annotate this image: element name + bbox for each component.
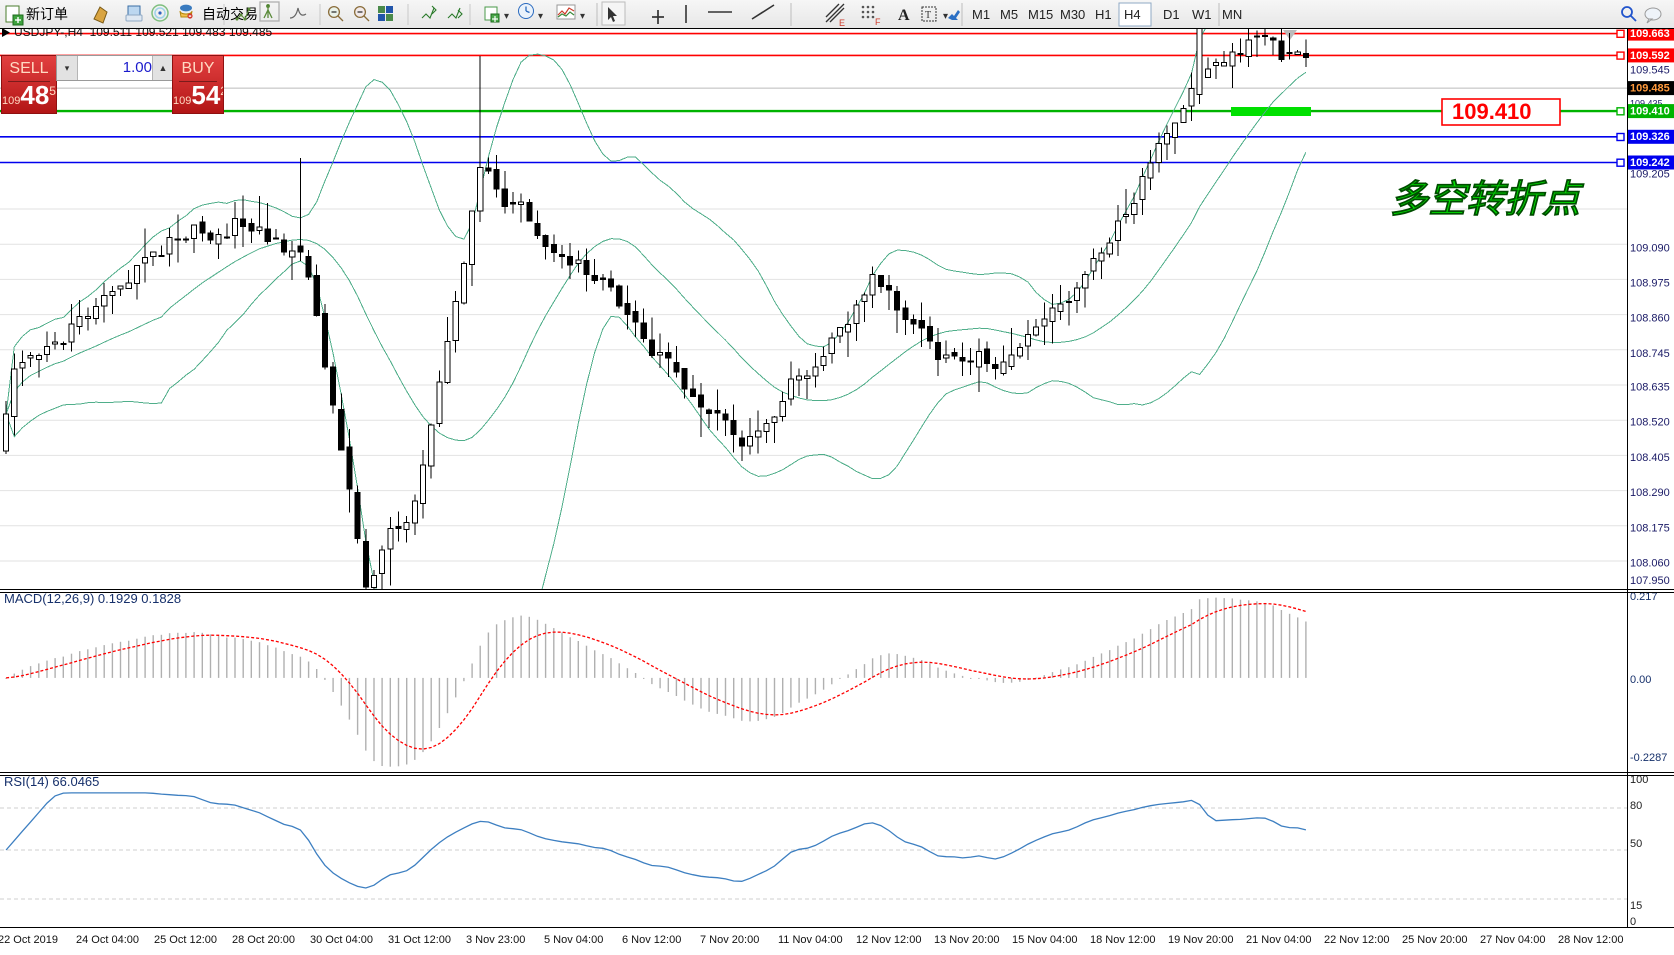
svg-text:109.592: 109.592 [1630,50,1670,62]
svg-text:108.405: 108.405 [1630,452,1670,464]
svg-text:109.242: 109.242 [1630,157,1670,169]
svg-text:109.485: 109.485 [1630,83,1670,95]
svg-text:108.635: 108.635 [1630,382,1670,394]
svg-text:H1: H1 [1095,7,1112,22]
svg-text:H4: H4 [1124,7,1141,22]
svg-text:108.520: 108.520 [1630,417,1670,429]
svg-text:M1: M1 [972,7,990,22]
svg-text:109.545: 109.545 [1630,65,1670,77]
svg-text:108.175: 108.175 [1630,522,1670,534]
svg-text:107.950: 107.950 [1630,575,1670,587]
svg-text:D1: D1 [1163,7,1180,22]
svg-text:E: E [839,18,845,28]
svg-text:新订单: 新订单 [26,6,68,22]
svg-text:M30: M30 [1060,7,1085,22]
svg-text:T: T [925,10,931,21]
svg-text:108.745: 108.745 [1630,348,1670,360]
svg-text:108.290: 108.290 [1630,487,1670,499]
svg-text:108.975: 108.975 [1630,278,1670,290]
svg-text:F: F [875,17,881,27]
svg-text:109.663: 109.663 [1630,29,1670,40]
svg-text:W1: W1 [1192,7,1212,22]
svg-text:▾: ▾ [538,11,543,22]
svg-text:109.205: 109.205 [1630,168,1670,180]
svg-text:108.060: 108.060 [1630,558,1670,570]
svg-text:▾: ▾ [504,11,509,22]
svg-text:109.090: 109.090 [1630,242,1670,254]
svg-text:▾: ▾ [943,11,948,22]
svg-text:108.860: 108.860 [1630,313,1670,325]
svg-text:A: A [898,7,910,24]
svg-text:MN: MN [1222,7,1242,22]
svg-text:▾: ▾ [580,11,585,22]
svg-text:M15: M15 [1028,7,1053,22]
svg-text:M5: M5 [1000,7,1018,22]
svg-text:109.410: 109.410 [1630,106,1670,118]
svg-text:109.326: 109.326 [1630,131,1670,143]
